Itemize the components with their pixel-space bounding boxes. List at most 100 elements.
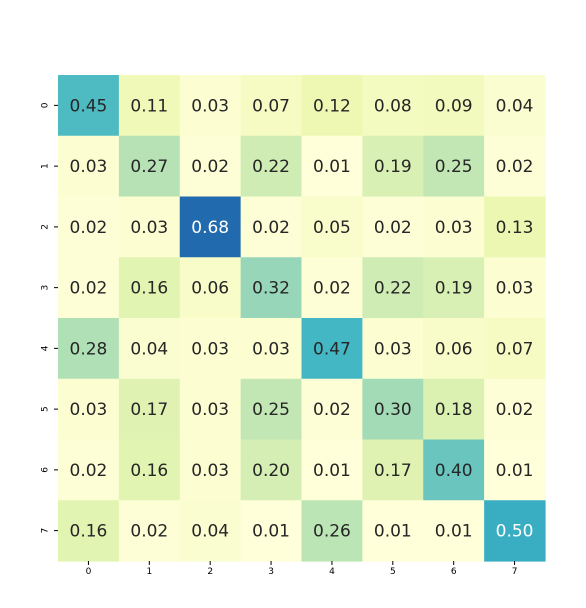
heatmap-cell-r3-c7: [484, 257, 546, 319]
heatmap-cell-r0-c1: [118, 75, 181, 137]
heatmap-cell-r7-c1: [118, 500, 181, 562]
y-axis: 0 1 2 3 4 5 6 7: [41, 102, 58, 534]
heatmap-cell-r0-c3: [240, 75, 303, 137]
heatmap-cell-r0-c0: [58, 75, 120, 137]
x-tick-label-1: 1: [146, 567, 152, 577]
heatmap-cell-r1-c0: [58, 135, 120, 198]
x-tick-label-5: 5: [390, 567, 396, 577]
heatmap-cell-r2-c6: [423, 196, 485, 258]
heatmap-cell-r6-c5: [362, 439, 424, 501]
cell-value-label-r4-c7: 0.07: [496, 339, 534, 359]
heatmap-cell-r5-c0: [58, 378, 120, 441]
heatmap-cell-r6-c3: [240, 439, 303, 501]
heatmap-cell-r7-c0: [58, 500, 120, 562]
heatmap-cell-r6-c1: [118, 439, 181, 501]
cell-value-label-r1-c5: 0.19: [374, 157, 412, 177]
cell-value-label-r2-c0: 0.02: [70, 218, 108, 238]
cell-value-label-r6-c1: 0.16: [130, 461, 168, 481]
cell-value-label-r7-c3: 0.01: [252, 522, 290, 542]
x-tick-label-0: 0: [86, 567, 92, 577]
heatmap-cell-r5-c3: [240, 378, 303, 441]
cell-value-label-r0-c0: 0.45: [70, 96, 108, 116]
cell-value-label-r7-c0: 0.16: [70, 522, 108, 542]
heatmap-cell-r6-c6: [423, 439, 485, 501]
cell-value-label-r7-c1: 0.02: [130, 522, 168, 542]
heatmap-cell-r0-c7: [484, 75, 546, 137]
y-tick-label-2: 2: [41, 224, 51, 230]
cell-value-label-r7-c6: 0.01: [435, 522, 473, 542]
cell-value-label-r3-c2: 0.06: [191, 279, 229, 299]
y-tick-label-3: 3: [41, 285, 51, 291]
x-tick-label-4: 4: [329, 567, 335, 577]
cell-value-label-r7-c7: 0.50: [496, 522, 534, 542]
cell-value-label-r7-c2: 0.04: [191, 522, 229, 542]
cell-value-label-r5-c0: 0.03: [70, 400, 108, 420]
cell-value-label-r0-c4: 0.12: [313, 96, 351, 116]
cell-value-label-r3-c6: 0.19: [435, 279, 473, 299]
cell-value-label-r5-c6: 0.18: [435, 400, 473, 420]
heatmap-cell-r5-c1: [118, 378, 181, 441]
cell-value-label-r3-c0: 0.02: [70, 279, 108, 299]
heatmap-cell-r2-c3: [240, 196, 303, 258]
y-tick-label-7: 7: [41, 528, 51, 534]
heatmap-cell-r4-c6: [423, 318, 485, 380]
heatmap-cell-r2-c2: [179, 196, 242, 258]
cell-value-label-r1-c3: 0.22: [252, 157, 290, 177]
heatmap-cells: [58, 75, 546, 562]
heatmap-cell-r1-c3: [240, 135, 303, 198]
heatmap-cell-r0-c6: [423, 75, 485, 137]
heatmap-cell-r1-c2: [179, 135, 242, 198]
cell-value-label-r0-c5: 0.08: [374, 96, 412, 116]
heatmap-cell-r4-c7: [484, 318, 546, 380]
cell-value-label-r5-c2: 0.03: [191, 400, 229, 420]
x-tick-label-3: 3: [268, 567, 274, 577]
cell-value-label-r0-c3: 0.07: [252, 96, 290, 116]
cell-value-label-r5-c4: 0.02: [313, 400, 351, 420]
cell-value-label-r1-c7: 0.02: [496, 157, 534, 177]
heatmap-cell-r7-c2: [179, 500, 242, 562]
cell-value-label-r6-c4: 0.01: [313, 461, 351, 481]
heatmap-cell-r7-c4: [301, 500, 363, 562]
heatmap-cell-r6-c7: [484, 439, 546, 501]
heatmap-cell-r2-c7: [484, 196, 546, 258]
cell-value-label-r2-c3: 0.02: [252, 218, 290, 238]
heatmap-cell-r3-c3: [240, 257, 303, 319]
cell-value-label-r4-c5: 0.03: [374, 339, 412, 359]
cell-value-label-r7-c5: 0.01: [374, 522, 412, 542]
cell-value-label-r6-c0: 0.02: [70, 461, 108, 481]
heatmap-cell-labels: 0.45 0.11 0.03 0.07 0.12 0.08 0.09 0.04 0.03 0.27…: [70, 96, 534, 541]
heatmap-cell-r1-c5: [362, 135, 424, 198]
heatmap-cell-r0-c5: [362, 75, 424, 137]
cell-value-label-r2-c7: 0.13: [496, 218, 534, 238]
cell-value-label-r2-c5: 0.02: [374, 218, 412, 238]
cell-value-label-r3-c7: 0.03: [496, 279, 534, 299]
cell-value-label-r7-c4: 0.26: [313, 522, 351, 542]
heatmap-cell-r4-c5: [362, 318, 424, 380]
heatmap-cell-r3-c1: [118, 257, 181, 319]
heatmap-cell-r1-c1: [118, 135, 181, 198]
cell-value-label-r1-c2: 0.02: [191, 157, 229, 177]
cell-value-label-r0-c2: 0.03: [191, 96, 229, 116]
heatmap-cell-r1-c4: [301, 135, 363, 198]
cell-value-label-r1-c1: 0.27: [130, 157, 168, 177]
cell-value-label-r0-c7: 0.04: [496, 96, 534, 116]
x-tick-label-7: 7: [512, 567, 518, 577]
cell-value-label-r3-c5: 0.22: [374, 279, 412, 299]
heatmap-cell-r0-c2: [179, 75, 242, 137]
cell-value-label-r4-c6: 0.06: [435, 339, 473, 359]
cell-value-label-r0-c1: 0.11: [130, 96, 168, 116]
heatmap-cell-r6-c4: [301, 439, 363, 501]
cell-value-label-r1-c0: 0.03: [70, 157, 108, 177]
y-tick-label-5: 5: [41, 406, 51, 412]
x-tick-label-6: 6: [451, 567, 457, 577]
cell-value-label-r5-c3: 0.25: [252, 400, 290, 420]
heatmap-cell-r5-c5: [362, 378, 424, 441]
cell-value-label-r5-c1: 0.17: [130, 400, 168, 420]
heatmap-cell-r4-c4: [301, 318, 363, 380]
cell-value-label-r6-c3: 0.20: [252, 461, 290, 481]
heatmap-cell-r3-c2: [179, 257, 242, 319]
cell-value-label-r1-c6: 0.25: [435, 157, 473, 177]
heatmap-cell-r7-c6: [423, 500, 485, 562]
heatmap-cell-r4-c0: [58, 318, 120, 380]
heatmap-cell-r7-c7: [484, 500, 546, 562]
